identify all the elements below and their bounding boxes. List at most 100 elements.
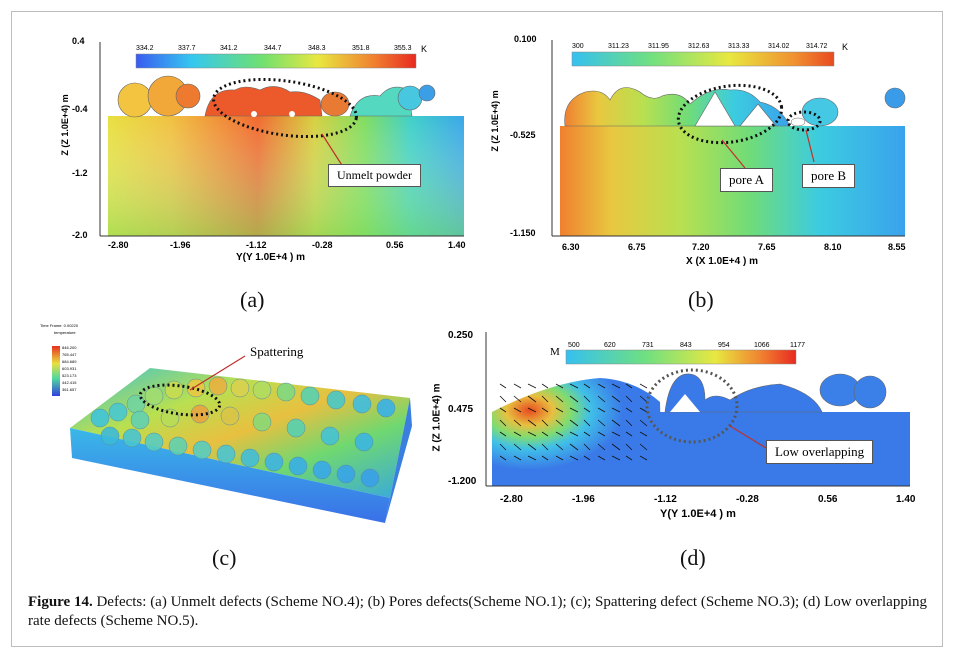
velocity-arrow [541,383,549,389]
velocity-arrow [597,395,606,403]
cb-c-5: 442.415 [62,380,77,385]
panel-a-label: (a) [240,287,265,312]
panel-b-xtick-1: 6.75 [628,242,646,252]
cb-d-3: 843 [680,342,692,349]
cb-a-2: 341.2 [220,45,238,52]
velocity-arrow [569,431,579,437]
panel-d-velocity-vectors [499,383,648,461]
cb-c-6: 361.657 [62,387,77,392]
panel-c-label: (c) [212,545,237,570]
velocity-arrow [499,383,507,389]
velocity-arrow [583,395,591,403]
velocity-arrow [583,419,591,427]
cb-b-unit: K [842,42,849,52]
panel-d-xtick-2: -1.12 [654,494,677,505]
cb-a-unit: K [421,44,428,54]
cb-a-5: 351.8 [352,45,370,52]
velocity-arrow [499,443,507,451]
velocity-arrow [499,419,507,427]
velocity-arrow [639,407,648,413]
panel-b-label: (b) [688,287,714,312]
caption-text: Defects: (a) Unmelt defects (Scheme NO.4… [28,594,928,629]
panel-b-ytick-2: -1.150 [510,228,536,238]
velocity-arrow [639,455,648,461]
velocity-arrow [611,395,621,403]
panel-a-annotation: Unmelt powder [328,164,421,187]
velocity-arrow [527,443,537,451]
cb-a-6: 355.3 [394,45,412,52]
cb-c-0: 846.200 [62,345,77,350]
panel-a-xtick-4: 0.56 [386,240,404,250]
panel-b-ytick-1: -0.525 [510,130,536,140]
caption-figure-label: Figure 14. [28,594,93,610]
velocity-arrow [555,407,564,413]
velocity-arrow [611,383,621,389]
panel-d: M 500 620 731 843 954 1066 1177 0.250 0.… [430,322,930,534]
velocity-arrow [513,443,522,451]
panel-c-legend-title-1: Time Frame: 0.00220 [40,323,79,328]
velocity-arrow [639,383,648,389]
panel-a-xtick-0: -2.80 [108,240,129,250]
velocity-arrow [513,455,522,461]
panel-a-ytick-2: -1.2 [72,168,88,178]
panel-a-ytick-0: 0.4 [72,36,85,46]
velocity-arrow [611,419,621,427]
panel-c-plot [52,346,412,523]
velocity-arrow [527,407,537,413]
panel-d-xtick-3: -0.28 [736,494,759,505]
velocity-arrow [555,419,564,427]
velocity-arrow [513,395,522,403]
panel-b-xtick-2: 7.20 [692,242,710,252]
panel-d-label: (d) [680,545,706,570]
cb-d-5: 1066 [754,342,770,349]
velocity-arrow [625,407,633,413]
velocity-arrow [583,443,591,451]
panel-c: Time Frame: 0.00220 temperature 846.200 … [40,318,440,538]
cb-a-1: 337.7 [178,45,196,52]
velocity-arrow [513,383,522,389]
velocity-arrow [527,455,537,461]
velocity-arrow [611,443,621,451]
cb-c-3: 603.931 [62,366,77,371]
velocity-arrow [583,383,591,389]
velocity-arrow [597,443,606,451]
velocity-arrow [527,419,537,427]
panel-b-xtick-3: 7.65 [758,242,776,252]
panel-b-xtick-5: 8.55 [888,242,906,252]
panel-a-y-axis-title: Z (Z 1.0E+4) m [60,94,70,156]
velocity-arrow [639,431,648,437]
velocity-arrow [499,455,507,461]
velocity-arrow [625,443,633,451]
velocity-arrow [611,431,621,437]
cb-c-2: 684.689 [62,359,77,364]
velocity-arrow [541,455,549,461]
velocity-arrow [541,419,549,427]
cb-b-1: 311.23 [608,43,629,50]
velocity-arrow [625,431,633,437]
panel-b-annotation-pore-b: pore B [802,164,856,188]
velocity-arrow [555,383,564,389]
cb-d-1: 620 [604,342,616,349]
velocity-arrow [555,431,564,437]
cb-b-2: 311.95 [648,43,669,50]
cb-c-4: 523.173 [62,373,77,378]
panel-d-xtick-4: 0.56 [818,494,838,505]
velocity-arrow [569,383,579,389]
velocity-arrow [513,419,522,427]
panel-a-xtick-1: -1.96 [170,240,191,250]
cb-b-0: 300 [572,43,584,50]
panel-d-x-axis-title: Y(Y 1.0E+4 ) m [660,508,736,520]
velocity-arrow [569,407,579,413]
cb-b-3: 312.63 [688,43,710,50]
velocity-arrow [597,431,606,437]
cb-b-4: 313.33 [728,43,750,50]
panel-a: 334.2 337.7 341.2 344.7 348.3 351.8 355.… [40,30,480,280]
cb-d-0: 500 [568,342,580,349]
panel-d-annotation: Low overlapping [766,440,874,464]
panel-b-xtick-4: 8.10 [824,242,842,252]
velocity-arrow [555,443,564,451]
cb-c-1: 765.447 [62,352,77,357]
panel-d-xtick-0: -2.80 [500,494,523,505]
velocity-arrow [499,431,507,437]
figure-caption: Figure 14. Defects: (a) Unmelt defects (… [28,593,928,631]
